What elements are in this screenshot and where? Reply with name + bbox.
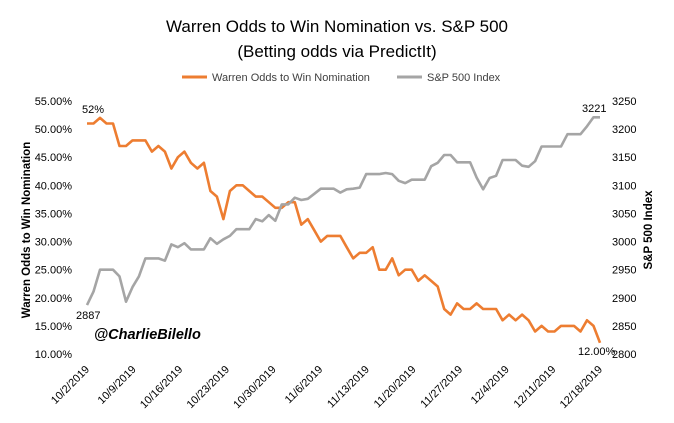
y-right-tick-label: 2850 [612,321,636,333]
y-left-tick-label: 50.00% [35,124,73,136]
y-right-tick-label: 2800 [612,349,636,361]
x-tick-label: 11/20/2019 [372,364,419,411]
watermark: @CharlieBilello [94,327,201,343]
y-left-axis-title: Warren Odds to Win Nomination [21,142,33,318]
y-left-tick-label: 10.00% [35,349,73,361]
x-tick-label: 10/30/2019 [231,364,278,411]
x-tick-label: 10/9/2019 [96,364,139,407]
y-left-tick-label: 40.00% [35,180,73,192]
y-right-tick-label: 3250 [612,96,636,108]
y-left-tick-label: 25.00% [35,265,73,277]
data-label-spx-start: 2887 [76,310,100,322]
y-right-tick-label: 3050 [612,208,636,220]
x-axis: 10/2/2019 10/9/2019 10/16/2019 10/23/2019 10… [49,364,605,411]
y-right-tick-label: 3200 [612,124,636,136]
series-line-warren [87,116,602,344]
x-tick-label: 10/16/2019 [138,364,185,411]
data-label-warren-end: 12.00% [578,346,616,358]
y-left-tick-label: 30.00% [35,237,73,249]
x-tick-label: 11/6/2019 [283,364,326,407]
y-right-axis-title: S&P 500 Index [643,190,655,270]
y-left-tick-label: 20.00% [35,293,73,305]
y-right-tick-label: 2900 [612,293,636,305]
y-left-tick-label: 15.00% [35,321,73,333]
x-tick-label: 12/18/2019 [558,364,605,411]
y-right-tick-label: 3000 [612,237,636,249]
x-tick-label: 11/13/2019 [325,364,372,411]
y-left-tick-label: 45.00% [35,152,73,164]
legend-label-warren: Warren Odds to Win Nomination [212,72,370,84]
x-tick-label: 12/11/2019 [512,364,559,411]
data-label-spx-end: 3221 [582,103,606,115]
y-right-tick-label: 3100 [612,180,636,192]
data-label-warren-start: 52% [82,104,104,116]
x-tick-label: 10/2/2019 [49,364,92,407]
y-left-axis: 10.00% 15.00% 20.00% 25.00% 30.00% 35.00% 40.0… [35,96,73,361]
chart-subtitle: (Betting odds via PredictIt) [237,42,436,61]
series-line-spx [85,116,600,306]
y-right-tick-label: 2950 [612,265,636,277]
legend-label-spx: S&P 500 Index [427,72,501,84]
x-tick-label: 12/4/2019 [469,364,512,407]
x-tick-label: 10/23/2019 [185,364,232,411]
chart-title: Warren Odds to Win Nomination vs. S&P 50… [166,17,508,36]
y-left-tick-label: 55.00% [35,96,73,108]
y-right-axis: 2800 2850 2900 2950 3000 3050 3100 3150 3200 3250 [612,96,636,361]
x-tick-label: 11/27/2019 [418,364,465,411]
y-right-tick-label: 3150 [612,152,636,164]
y-left-tick-label: 35.00% [35,208,73,220]
legend: Warren Odds to Win Nomination S&P 500 In… [182,72,501,84]
